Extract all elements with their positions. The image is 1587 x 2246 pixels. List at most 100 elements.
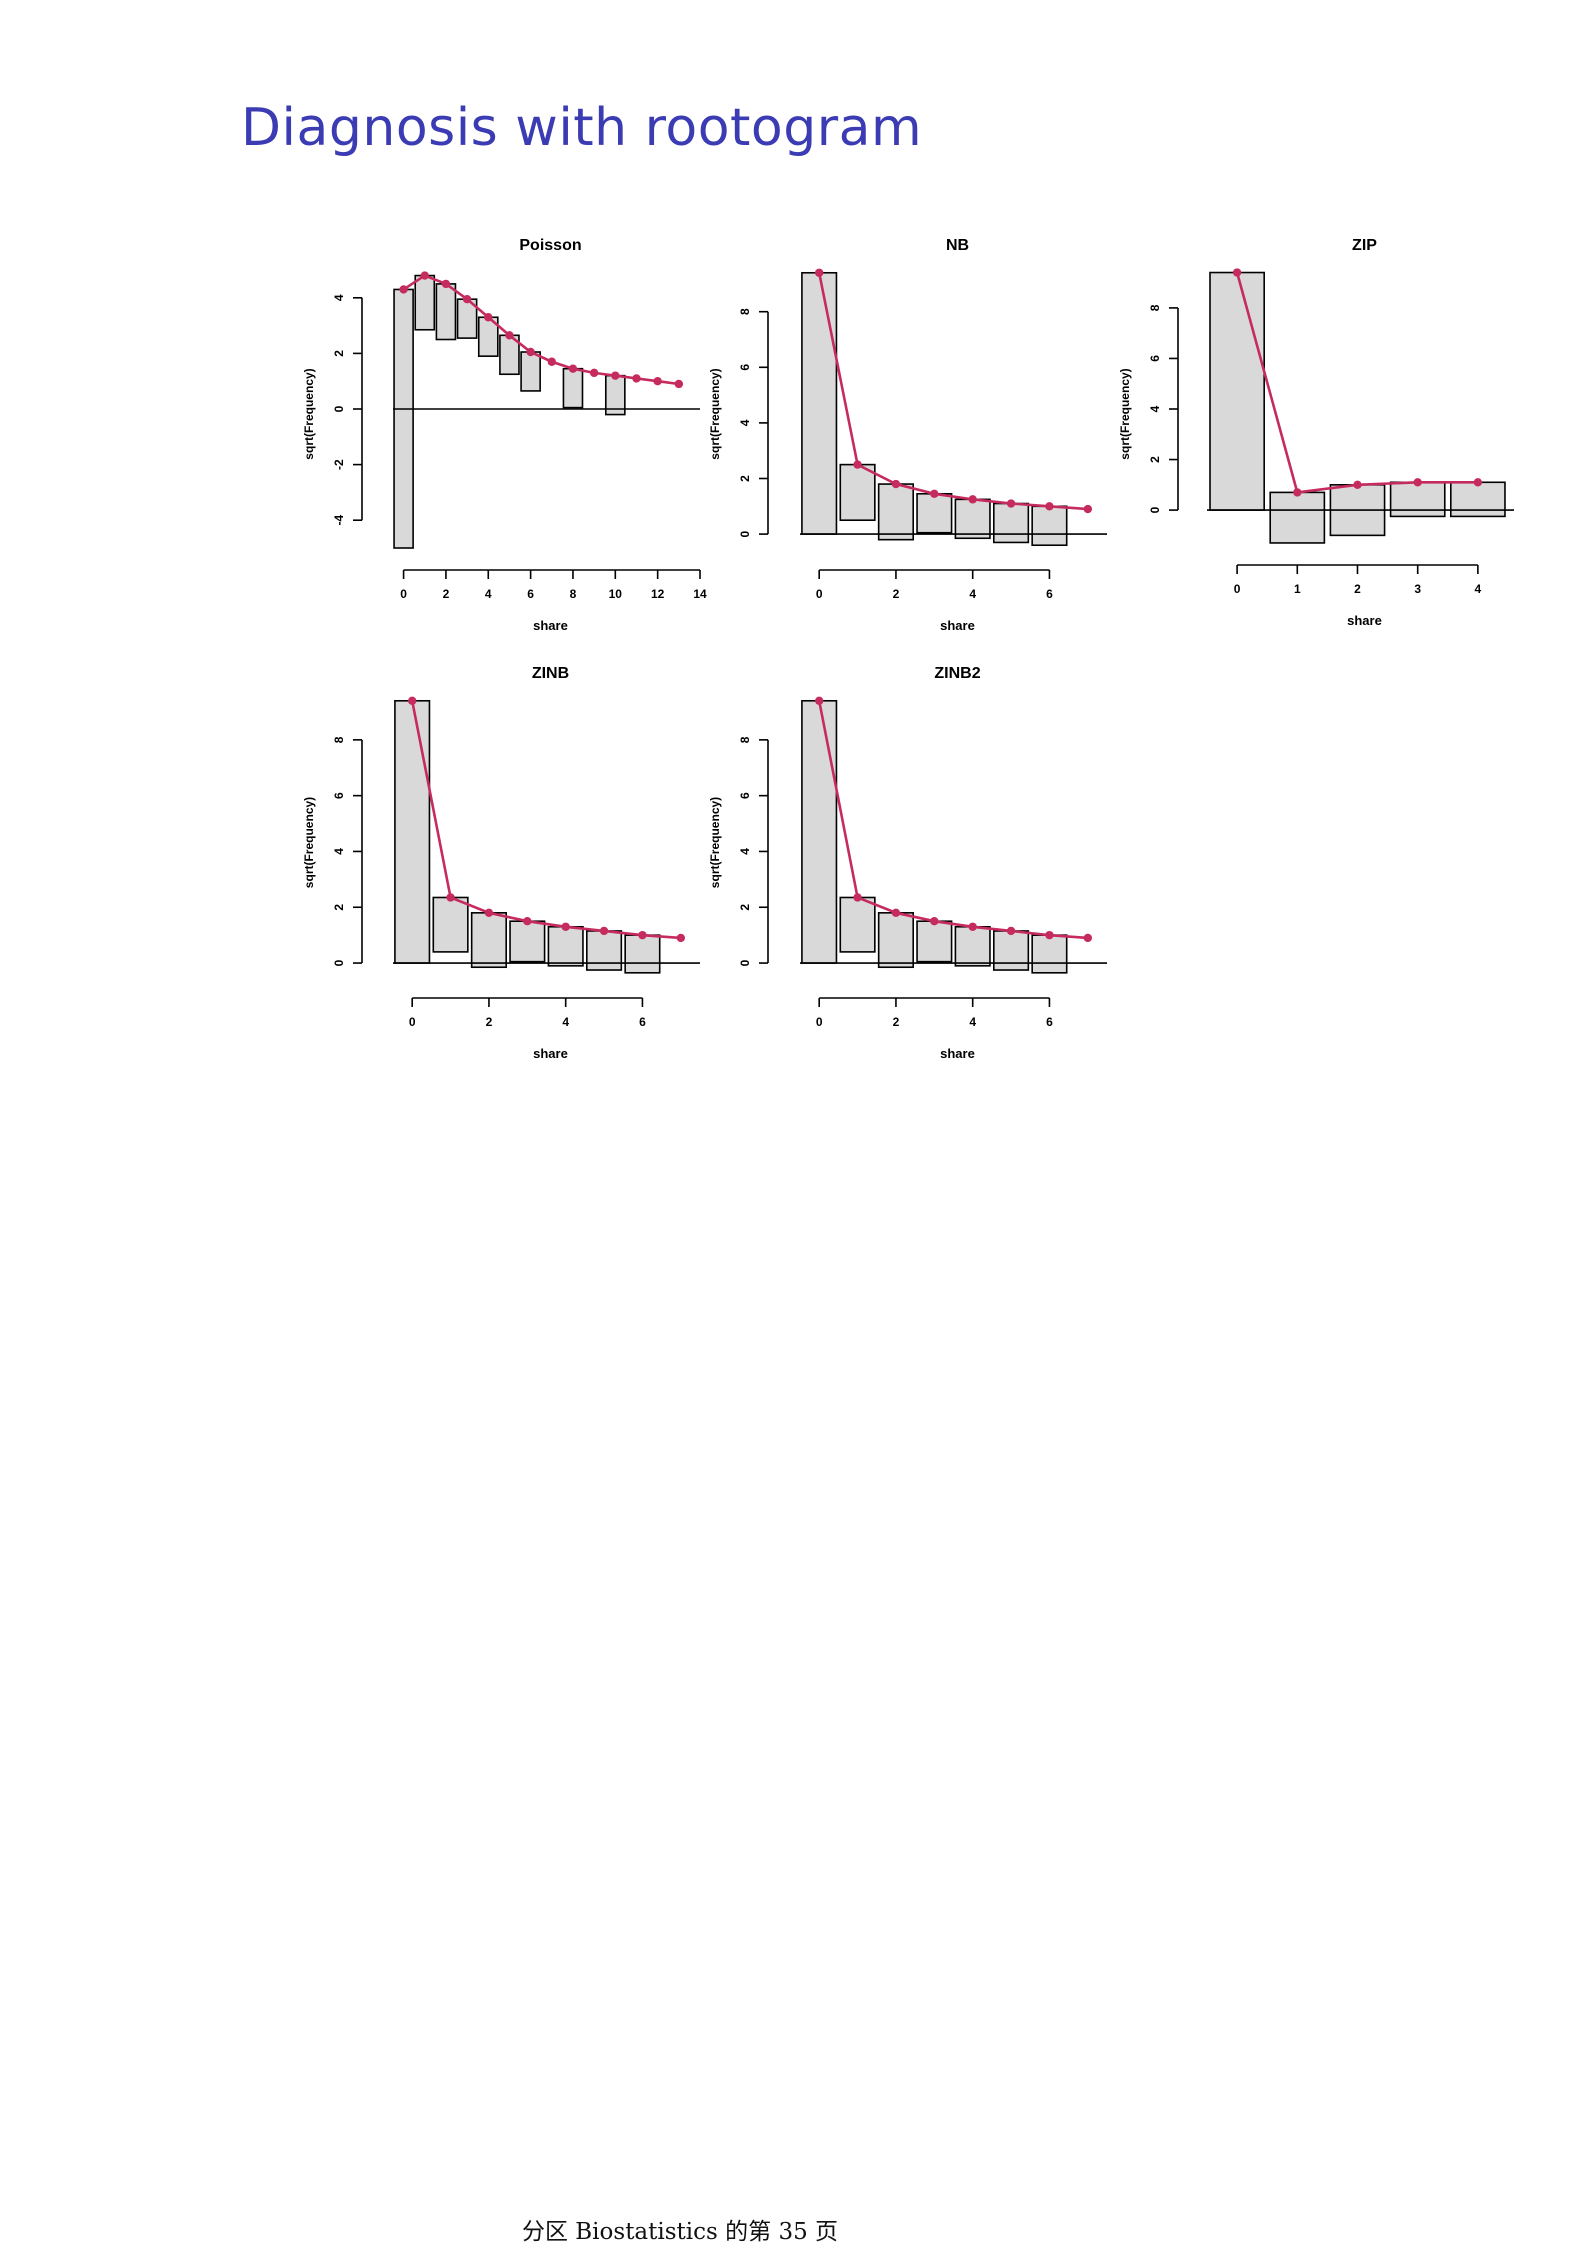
- y-tick-label-zip-4: 4: [1148, 405, 1162, 412]
- bar-nb-4: [954, 498, 991, 540]
- chart-title-zinb: ZINB: [532, 665, 569, 682]
- bar-zinb2-3: [916, 920, 953, 963]
- bar-poisson-2: [435, 283, 457, 341]
- y-tick-label-nb-4: 4: [738, 419, 752, 426]
- y-axis-label-nb: sqrt(Frequency): [708, 368, 722, 459]
- y-tick-label-nb-6: 6: [738, 364, 752, 371]
- x-tick-label-zip-2: 2: [1354, 582, 1361, 596]
- y-axis-label-zip: sqrt(Frequency): [1118, 368, 1132, 459]
- y-tick-label-poisson-2: 2: [332, 350, 346, 357]
- x-tick-label-poisson-4: 4: [485, 587, 492, 601]
- x-tick-label-zinb-4: 4: [562, 1015, 569, 1029]
- y-tick-label-zinb2-8: 8: [738, 736, 752, 743]
- bar-zip-3: [1389, 481, 1446, 518]
- x-axis-label-nb: share: [940, 618, 975, 633]
- bar-poisson-1: [414, 274, 436, 331]
- x-tick-label-zinb2-0: 0: [816, 1015, 823, 1029]
- x-tick-label-poisson-12: 12: [651, 587, 665, 601]
- bar-zinb-1: [432, 896, 469, 953]
- bar-zinb-3: [509, 920, 546, 963]
- x-tick-label-poisson-10: 10: [609, 587, 623, 601]
- y-tick-label-nb-0: 0: [738, 530, 752, 537]
- y-tick-label-zip-2: 2: [1148, 456, 1162, 463]
- fit-point-poisson-13: [674, 379, 684, 389]
- panel-zinb: ZINB 0 2 4 6 share 0 2 4 6 8 sqrt(Frequency): [302, 665, 700, 1061]
- page-footer: 分区 Biostatistics 的第 35 页: [521, 2219, 839, 2245]
- fit-point-zip-0: [1232, 268, 1242, 277]
- panel-nb: NB 0 2 4 6 share 0 2 4 6 8 sqrt(Frequency): [708, 237, 1107, 633]
- bar-nb-3: [916, 492, 953, 534]
- x-tick-label-poisson-14: 14: [693, 587, 707, 601]
- x-tick-label-poisson-2: 2: [443, 587, 450, 601]
- x-tick-label-zinb2-6: 6: [1046, 1015, 1053, 1029]
- fit-point-poisson-11: [632, 374, 641, 383]
- bar-zinb-2: [470, 912, 508, 969]
- fit-point-nb-4: [968, 495, 977, 504]
- fit-point-zinb-7: [676, 933, 686, 943]
- x-tick-label-zip-1: 1: [1294, 582, 1301, 596]
- fit-point-nb-7: [1083, 504, 1093, 514]
- fit-line-zip: [1235, 272, 1478, 494]
- x-tick-label-zinb-2: 2: [486, 1015, 493, 1029]
- x-axis-label-poisson: share: [533, 618, 568, 633]
- fit-point-poisson-7: [547, 357, 556, 366]
- fit-line-nb: [817, 272, 1088, 511]
- y-tick-label-zinb2-4: 4: [738, 848, 752, 855]
- y-axis-label-zinb: sqrt(Frequency): [302, 797, 316, 888]
- fit-point-nb-3: [930, 489, 939, 498]
- x-axis-label-zinb2: share: [940, 1046, 975, 1061]
- panel-zinb2: ZINB2 0 2 4 6 share 0 2 4 6 8 sqrt(Frequency): [708, 665, 1107, 1061]
- x-tick-label-nb-0: 0: [816, 587, 823, 601]
- x-axis-label-zip: share: [1347, 613, 1382, 628]
- fit-point-zinb2-6: [1045, 930, 1054, 940]
- bar-zip-0: [1209, 271, 1265, 511]
- bar-nb-0: [801, 271, 838, 535]
- fit-point-poisson-12: [653, 377, 662, 386]
- chart-title-poisson: Poisson: [519, 237, 581, 254]
- bar-zinb-4: [547, 925, 584, 967]
- y-axis-label-zinb2: sqrt(Frequency): [708, 797, 722, 888]
- fit-point-poisson-2: [441, 279, 451, 289]
- bar-nb-6: [1031, 505, 1068, 547]
- bar-zinb2-4: [954, 925, 991, 967]
- chart-title-zinb2: ZINB2: [934, 665, 980, 682]
- fit-point-zinb2-3: [930, 917, 939, 926]
- x-tick-label-zinb2-2: 2: [893, 1015, 900, 1029]
- fit-point-poisson-1: [420, 271, 429, 280]
- x-tick-label-nb-4: 4: [969, 587, 976, 601]
- bar-zinb-5: [585, 930, 623, 971]
- bar-poisson-6: [520, 351, 541, 392]
- fit-point-nb-5: [1006, 499, 1016, 508]
- x-tick-label-nb-6: 6: [1046, 587, 1053, 601]
- bar-zinb2-6: [1031, 934, 1068, 974]
- y-tick-label-zinb-0: 0: [332, 959, 346, 966]
- bar-zinb-0: [394, 699, 431, 964]
- fit-point-zinb-0: [407, 696, 417, 705]
- fit-point-zinb-3: [523, 917, 532, 926]
- y-tick-label-poisson--2: -2: [332, 459, 346, 470]
- y-tick-label-zip-0: 0: [1148, 506, 1162, 513]
- fit-point-zinb-1: [446, 893, 455, 902]
- bar-nb-1: [839, 463, 876, 522]
- y-tick-label-zip-8: 8: [1148, 304, 1162, 311]
- x-tick-label-zip-3: 3: [1414, 582, 1421, 596]
- fit-point-zip-4: [1473, 478, 1483, 487]
- y-tick-label-zinb2-0: 0: [738, 959, 752, 966]
- x-tick-label-poisson-8: 8: [570, 587, 577, 601]
- fit-point-poisson-3: [462, 294, 472, 304]
- bar-zinb2-0: [801, 699, 838, 964]
- bar-zinb2-5: [992, 930, 1030, 971]
- y-axis-label-poisson: sqrt(Frequency): [302, 368, 316, 459]
- y-tick-label-zinb-2: 2: [332, 904, 346, 911]
- fit-point-nb-1: [853, 460, 862, 469]
- bar-poisson-8: [562, 367, 584, 409]
- chart-title-nb: NB: [946, 237, 969, 254]
- fit-point-nb-2: [891, 479, 901, 489]
- fit-point-zinb2-0: [814, 696, 824, 705]
- x-tick-label-zinb-0: 0: [409, 1015, 416, 1029]
- fit-point-zip-2: [1353, 480, 1362, 490]
- panel-poisson: Poisson 0 2 4 6 8 10 12 14 share -4 -2 0 2 4 sqrt(Frequ…: [302, 237, 707, 633]
- y-tick-label-poisson--4: -4: [332, 515, 346, 526]
- fit-point-poisson-4: [484, 313, 493, 322]
